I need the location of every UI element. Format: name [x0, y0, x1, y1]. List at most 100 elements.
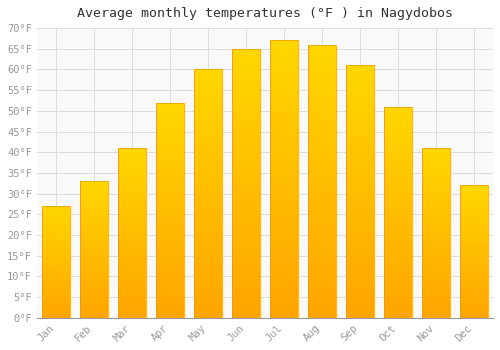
Bar — [118, 209, 146, 212]
Bar — [460, 302, 488, 304]
Bar — [270, 212, 298, 218]
Bar — [42, 244, 70, 246]
Bar — [384, 293, 412, 297]
Bar — [422, 175, 450, 178]
Bar — [270, 307, 298, 312]
Bar — [270, 312, 298, 318]
Bar — [80, 315, 108, 318]
Bar — [42, 237, 70, 240]
Bar — [80, 255, 108, 258]
Bar — [194, 69, 222, 318]
Bar — [422, 240, 450, 243]
Bar — [346, 262, 374, 267]
Bar — [384, 136, 412, 140]
Bar — [384, 221, 412, 225]
Bar — [194, 94, 222, 99]
Bar — [118, 162, 146, 165]
Bar — [80, 209, 108, 211]
Bar — [194, 253, 222, 258]
Bar — [194, 69, 222, 75]
Bar — [194, 199, 222, 204]
Bar — [42, 229, 70, 231]
Bar — [384, 162, 412, 166]
Bar — [232, 156, 260, 162]
Bar — [308, 143, 336, 148]
Bar — [42, 222, 70, 224]
Bar — [270, 51, 298, 57]
Bar — [156, 284, 184, 288]
Bar — [232, 226, 260, 232]
Bar — [308, 170, 336, 176]
Bar — [156, 193, 184, 197]
Bar — [156, 301, 184, 305]
Bar — [384, 195, 412, 199]
Bar — [270, 257, 298, 262]
Bar — [346, 207, 374, 212]
Bar — [346, 70, 374, 75]
Bar — [194, 144, 222, 149]
Bar — [308, 44, 336, 318]
Bar — [346, 80, 374, 85]
Bar — [42, 295, 70, 298]
Bar — [270, 207, 298, 212]
Bar — [156, 279, 184, 284]
Bar — [270, 79, 298, 85]
Bar — [194, 204, 222, 209]
Bar — [232, 108, 260, 113]
Bar — [42, 219, 70, 222]
Bar — [346, 298, 374, 303]
Bar — [156, 103, 184, 107]
Bar — [194, 124, 222, 129]
Bar — [384, 217, 412, 221]
Bar — [422, 314, 450, 318]
Bar — [460, 257, 488, 260]
Bar — [80, 214, 108, 217]
Bar — [194, 179, 222, 184]
Bar — [42, 226, 70, 229]
Bar — [460, 313, 488, 315]
Bar — [308, 61, 336, 66]
Bar — [194, 109, 222, 114]
Bar — [194, 268, 222, 273]
Bar — [346, 161, 374, 166]
Bar — [308, 225, 336, 230]
Bar — [384, 111, 412, 115]
Bar — [42, 278, 70, 280]
Bar — [118, 148, 146, 318]
Bar — [422, 219, 450, 223]
Bar — [270, 168, 298, 174]
Bar — [384, 267, 412, 271]
Bar — [384, 199, 412, 204]
Bar — [194, 233, 222, 238]
Bar — [80, 230, 108, 233]
Bar — [232, 216, 260, 221]
Bar — [346, 242, 374, 247]
Bar — [42, 300, 70, 302]
Bar — [384, 166, 412, 170]
Bar — [42, 275, 70, 278]
Bar — [346, 176, 374, 182]
Bar — [308, 187, 336, 192]
Bar — [308, 252, 336, 258]
Bar — [232, 205, 260, 210]
Bar — [118, 287, 146, 291]
Bar — [270, 129, 298, 135]
Bar — [156, 146, 184, 150]
Bar — [42, 240, 70, 242]
Bar — [156, 116, 184, 120]
Bar — [42, 258, 70, 260]
Bar — [308, 214, 336, 219]
Bar — [232, 81, 260, 86]
Bar — [460, 267, 488, 270]
Bar — [156, 141, 184, 146]
Bar — [156, 163, 184, 167]
Bar — [270, 57, 298, 63]
Bar — [118, 192, 146, 196]
Bar — [80, 203, 108, 206]
Bar — [422, 182, 450, 186]
Bar — [156, 172, 184, 176]
Bar — [42, 235, 70, 237]
Bar — [42, 313, 70, 316]
Bar — [308, 132, 336, 138]
Bar — [422, 206, 450, 209]
